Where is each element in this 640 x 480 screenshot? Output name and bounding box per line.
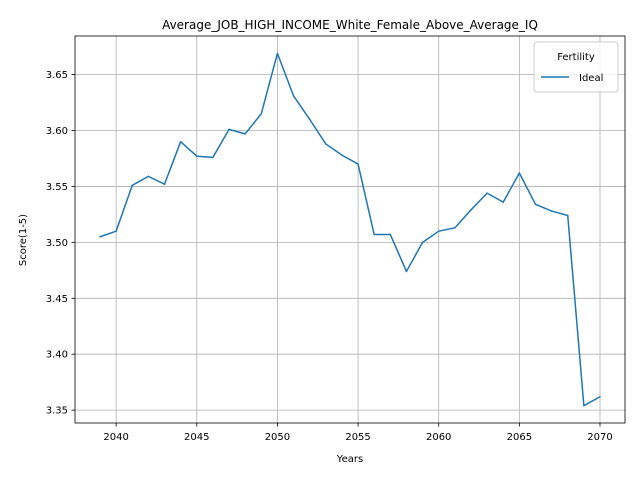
- data-point: [405, 270, 408, 273]
- y-tick-label: 3.45: [46, 294, 68, 305]
- data-point: [163, 183, 166, 185]
- data-point: [308, 118, 311, 121]
- data-point: [534, 203, 537, 206]
- y-tick-label: 3.40: [46, 350, 68, 361]
- x-tick-label: 2055: [345, 432, 370, 443]
- y-tick-label: 3.55: [46, 182, 68, 193]
- x-tick-label: 2060: [426, 432, 451, 443]
- data-point: [518, 172, 521, 174]
- data-point: [115, 230, 117, 232]
- data-point: [341, 154, 343, 156]
- data-point: [486, 192, 488, 194]
- data-point: [599, 395, 601, 398]
- data-point: [502, 201, 504, 203]
- legend-box: [533, 41, 619, 93]
- x-tick-label: 2070: [587, 432, 612, 443]
- data-point: [437, 230, 440, 232]
- y-tick-label: 3.60: [46, 126, 68, 137]
- data-point: [583, 404, 585, 407]
- data-point: [292, 95, 295, 97]
- data-point: [99, 236, 101, 238]
- x-tick-label: 2050: [265, 432, 290, 443]
- y-tick-label: 3.65: [46, 70, 68, 81]
- plot-frame: [74, 35, 626, 424]
- y-tick-label: 3.50: [46, 238, 68, 249]
- legend: Fertility Ideal: [533, 41, 619, 93]
- legend-title: Fertility: [557, 52, 595, 63]
- data-point: [260, 112, 263, 115]
- data-point: [566, 214, 569, 217]
- data-point: [357, 163, 359, 165]
- data-point: [550, 210, 553, 212]
- grid-layer: [75, 36, 625, 423]
- series-layer: [99, 52, 601, 407]
- x-tick-label: 2045: [184, 432, 209, 443]
- data-point: [276, 52, 279, 55]
- x-axis-title: Years: [336, 454, 363, 465]
- data-point: [147, 175, 150, 178]
- x-tick-label: 2065: [507, 432, 532, 443]
- data-point: [325, 143, 327, 145]
- data-point: [179, 140, 182, 143]
- data-point: [389, 233, 392, 236]
- y-tick-label: 3.35: [46, 406, 68, 417]
- data-point: [131, 184, 134, 187]
- data-point: [212, 156, 214, 159]
- data-point: [244, 133, 246, 135]
- data-point: [196, 155, 198, 157]
- y-axis-title: Score(1-5): [18, 214, 29, 266]
- axes-layer: 2040 2045 2050 2055 2060 2065 2070 3.35 3.40 3.45…: [46, 35, 626, 443]
- data-point: [228, 128, 230, 131]
- legend-label-ideal: Ideal: [579, 73, 603, 84]
- series-line-ideal: [99, 52, 601, 407]
- x-tick-label: 2040: [103, 432, 128, 443]
- chart-title: Average_JOB_HIGH_INCOME_White_Female_Abo…: [162, 18, 538, 32]
- data-point: [421, 241, 424, 244]
- data-point: [373, 233, 375, 236]
- data-point: [470, 209, 472, 211]
- data-point: [454, 227, 456, 229]
